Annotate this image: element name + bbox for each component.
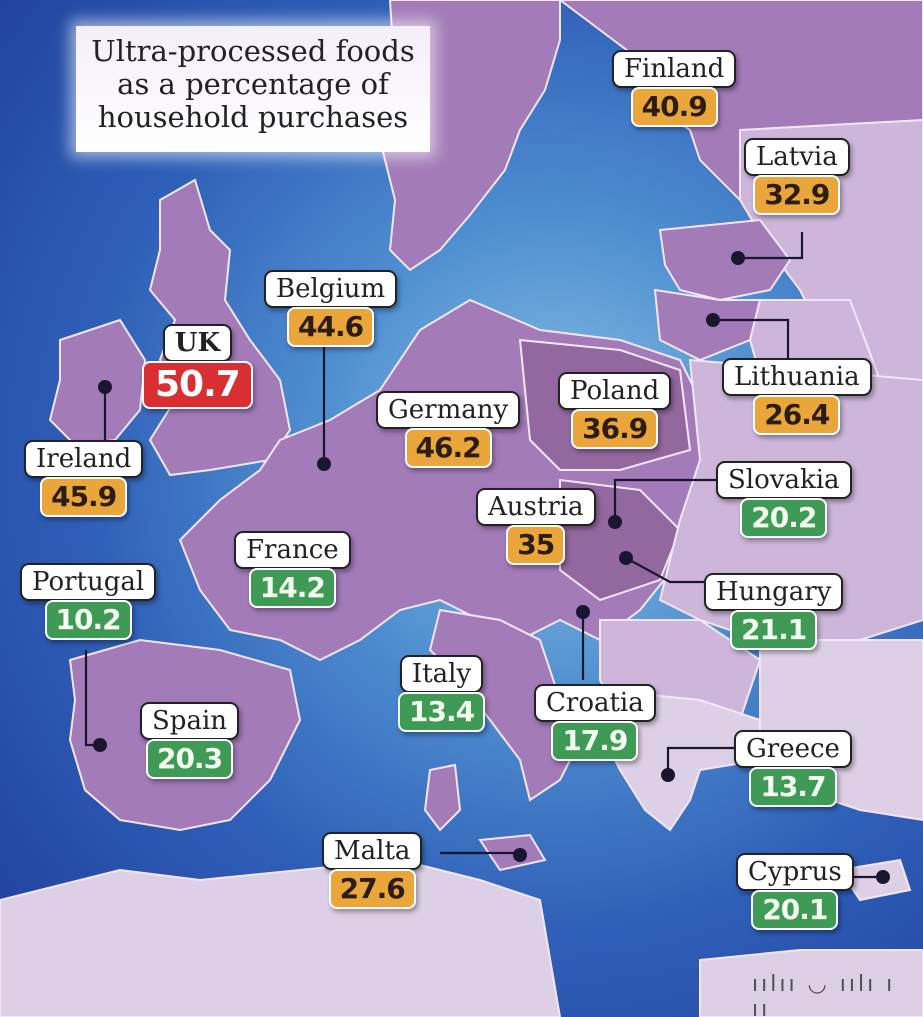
country-value: 35 (506, 525, 566, 565)
country-value: 50.7 (142, 361, 253, 409)
map-title: Ultra-processed foods as a percentage of… (76, 26, 430, 152)
country-name: Germany (376, 391, 521, 429)
country-name: Greece (734, 730, 852, 768)
label-slovakia: Slovakia 20.2 (716, 461, 852, 538)
country-name: Slovakia (716, 461, 852, 499)
country-name: Malta (322, 832, 423, 870)
country-value: 17.9 (551, 721, 639, 761)
country-name: Lithuania (722, 358, 872, 396)
label-germany: Germany 46.2 (376, 391, 521, 468)
label-spain: Spain 20.3 (140, 702, 240, 779)
country-value: 14.2 (248, 568, 336, 608)
country-name: Italy (399, 655, 484, 693)
country-name: UK (162, 324, 233, 362)
label-portugal: Portugal 10.2 (20, 563, 157, 640)
country-value: 13.7 (749, 767, 837, 807)
label-croatia: Croatia 17.9 (534, 684, 656, 761)
country-name: Hungary (704, 573, 844, 611)
country-name: Belgium (264, 270, 398, 308)
watermark: ıılıı ◡ ıılı ı ıı (752, 972, 896, 1017)
country-value: 20.2 (740, 498, 828, 538)
label-ireland: Ireland 45.9 (24, 440, 144, 517)
country-value: 13.4 (398, 692, 486, 732)
label-lithuania: Lithuania 26.4 (722, 358, 872, 435)
country-name: Poland (558, 372, 672, 410)
label-austria: Austria 35 (476, 488, 596, 565)
country-value: 32.9 (753, 175, 841, 215)
title-line-1: Ultra-processed foods (91, 34, 415, 68)
country-name: Finland (612, 50, 737, 88)
country-value: 26.4 (753, 395, 841, 435)
country-value: 20.1 (751, 890, 839, 930)
country-name: Portugal (20, 563, 157, 601)
country-name: Croatia (534, 684, 656, 722)
label-uk: UK 50.7 (142, 324, 253, 409)
country-name: Ireland (24, 440, 144, 478)
country-value: 46.2 (404, 428, 492, 468)
country-value: 45.9 (40, 477, 128, 517)
country-value: 10.2 (44, 600, 132, 640)
label-france: France 14.2 (234, 531, 351, 608)
country-value: 27.6 (328, 869, 416, 909)
label-italy: Italy 13.4 (398, 655, 486, 732)
label-greece: Greece 13.7 (734, 730, 852, 807)
leader-lines (84, 232, 890, 884)
title-line-3: household purchases (97, 100, 409, 134)
label-poland: Poland 36.9 (558, 372, 672, 449)
country-value: 44.6 (287, 307, 375, 347)
country-value: 21.1 (730, 610, 818, 650)
country-value: 40.9 (630, 87, 718, 127)
country-value: 36.9 (571, 409, 659, 449)
label-finland: Finland 40.9 (612, 50, 737, 127)
country-name: Austria (476, 488, 596, 526)
country-name: Spain (140, 702, 240, 740)
label-malta: Malta 27.6 (322, 832, 423, 909)
title-line-2: as a percentage of (117, 67, 389, 101)
label-hungary: Hungary 21.1 (704, 573, 844, 650)
country-value: 20.3 (145, 739, 234, 779)
label-cyprus: Cyprus 20.1 (736, 853, 854, 930)
label-belgium: Belgium 44.6 (264, 270, 398, 347)
country-name: France (234, 531, 351, 569)
label-latvia: Latvia 32.9 (744, 138, 850, 215)
country-name: Cyprus (736, 853, 854, 891)
country-name: Latvia (744, 138, 850, 176)
